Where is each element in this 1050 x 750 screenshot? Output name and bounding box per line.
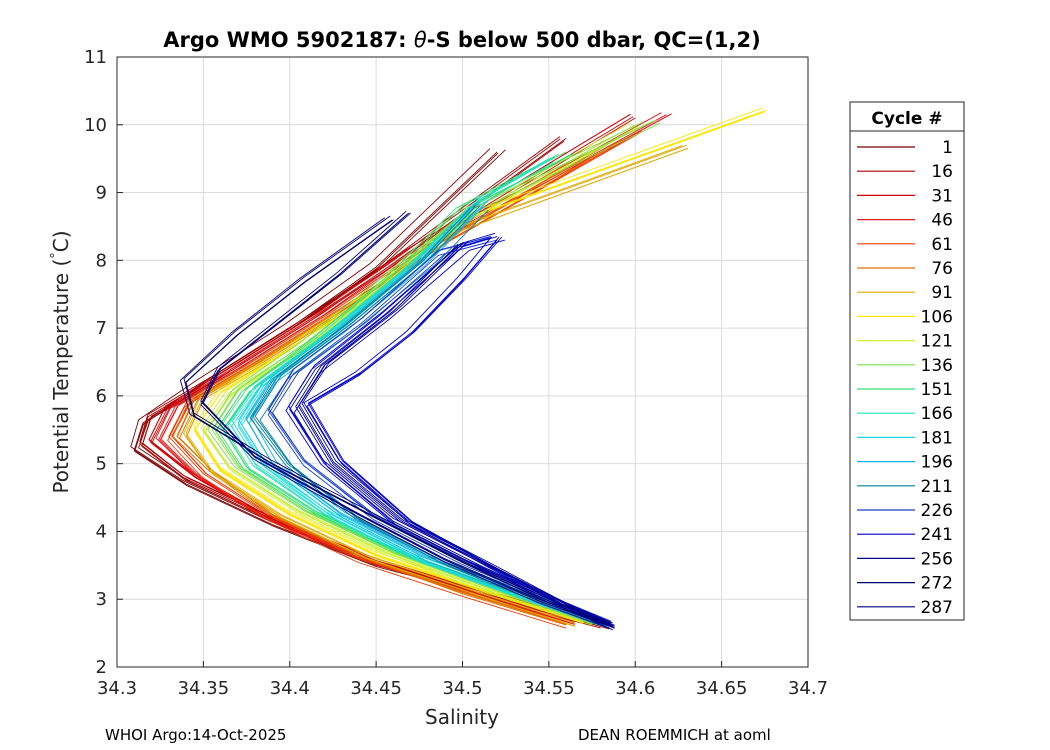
x-tick-label: 34.45 (350, 678, 402, 699)
y-tick-label: 9 (96, 183, 107, 204)
y-tick-label: 5 (96, 454, 107, 475)
y-tick-label: 8 (96, 250, 107, 271)
legend-label: 241 (921, 525, 953, 545)
y-tick-label: 3 (96, 589, 107, 610)
series-line (301, 240, 615, 626)
legend-label: 91 (931, 283, 953, 303)
legend-label: 211 (921, 477, 953, 497)
y-tick-label: 6 (96, 386, 107, 407)
y-tick-label: 11 (84, 47, 107, 68)
legend-label: 287 (921, 598, 953, 618)
legend-label: 181 (921, 428, 953, 448)
series-line (295, 243, 615, 629)
x-axis-ticks: 34.3 34.35 34.4 34.45 34.5 34.55 34.6 34.65 34.7 (97, 661, 828, 699)
series-line (172, 138, 610, 625)
x-tick-label: 34.4 (270, 678, 310, 699)
x-tick-label: 34.3 (97, 678, 137, 699)
legend-label: 272 (921, 574, 953, 594)
legend: Cycle # 11631466176911061211361511661811… (849, 101, 965, 621)
x-tick-label: 34.7 (788, 678, 828, 699)
legend-label: 226 (921, 501, 953, 521)
y-axis-ticks: 2 3 4 5 6 7 8 9 10 11 (84, 47, 123, 678)
legend-label: 121 (921, 332, 953, 352)
footer-right: DEAN ROEMMICH at aoml (578, 726, 771, 744)
legend-label: 76 (931, 259, 953, 279)
x-tick-label: 34.35 (178, 678, 230, 699)
legend-label: 256 (921, 549, 953, 569)
series-line (267, 236, 612, 623)
series-line (179, 217, 612, 625)
y-axis-label-unit: C) (49, 230, 73, 252)
legend-label: 136 (921, 356, 953, 376)
series-line (148, 113, 631, 622)
legend-label: 61 (931, 235, 953, 255)
chart-title-theta: θ (414, 28, 427, 52)
y-tick-label: 4 (96, 521, 107, 542)
legend-label: 16 (931, 162, 953, 182)
series-lines (130, 107, 767, 631)
legend-label: 166 (921, 404, 953, 424)
chart-title-prefix: Argo WMO 5902187: (163, 28, 414, 52)
x-tick-label: 34.5 (442, 678, 482, 699)
y-axis-label: Potential Temperature (°C) (49, 230, 73, 493)
y-tick-label: 10 (84, 115, 107, 136)
series-line (306, 239, 610, 627)
legend-label: 106 (921, 307, 953, 327)
y-tick-label: 7 (96, 318, 107, 339)
y-tick-label: 2 (96, 657, 107, 678)
series-line (201, 212, 608, 627)
y-axis-label-degree: ° (49, 252, 64, 259)
series-line (183, 215, 612, 624)
y-axis-label-main: Potential Temperature ( (49, 259, 73, 494)
series-line (150, 116, 634, 625)
legend-label: 31 (931, 186, 953, 206)
legend-title: Cycle # (871, 109, 942, 129)
legend-label: 1 (942, 138, 953, 158)
series-line (298, 241, 615, 627)
footer-left: WHOI Argo:14-Oct-2025 (105, 726, 287, 744)
x-tick-label: 34.55 (523, 678, 575, 699)
x-tick-label: 34.65 (696, 678, 748, 699)
legend-entries: 1 16 31 46 61 76 91 106 121 136 151 166 181 196 211 226… (857, 138, 953, 618)
chart-title-suffix: -S below 500 dbar, QC=(1,2) (427, 28, 761, 52)
legend-label: 151 (921, 380, 953, 400)
x-axis-label: Salinity (425, 705, 499, 729)
x-tick-label: 34.6 (615, 678, 655, 699)
legend-label: 196 (921, 453, 953, 473)
series-line (248, 205, 608, 628)
chart-title: Argo WMO 5902187: θ-S below 500 dbar, QC… (163, 28, 760, 52)
legend-label: 46 (931, 211, 953, 231)
